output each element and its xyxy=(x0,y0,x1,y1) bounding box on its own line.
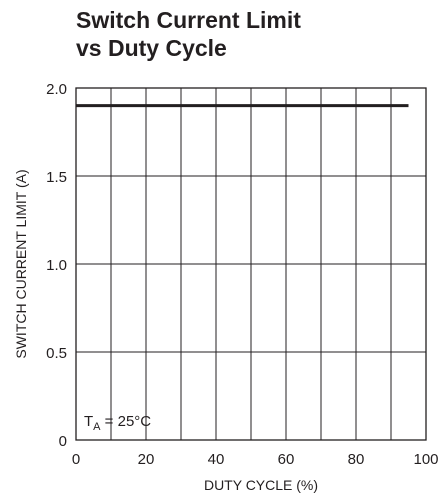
grid-lines xyxy=(76,88,426,440)
chart-title-line-1: Switch Current Limit xyxy=(76,7,301,33)
y-tick-label: 0 xyxy=(59,433,67,450)
annotation-symbol: T xyxy=(84,413,93,430)
x-tick-labels: 0 20 40 60 80 100 xyxy=(72,451,439,468)
chart-title-line-2: vs Duty Cycle xyxy=(76,35,227,61)
y-tick-label: 0.5 xyxy=(46,345,67,362)
x-tick-label: 60 xyxy=(278,451,295,468)
x-axis-label: DUTY CYCLE (%) xyxy=(204,477,318,493)
y-axis-label: SWITCH CURRENT LIMIT (A) xyxy=(13,169,29,358)
plot-frame xyxy=(75,87,427,441)
x-tick-label: 100 xyxy=(413,451,438,468)
x-tick-label: 0 xyxy=(72,451,80,468)
y-tick-label: 2.0 xyxy=(46,81,67,98)
x-tick-label: 80 xyxy=(348,451,365,468)
temperature-annotation: TA = 25°C xyxy=(84,413,151,433)
x-tick-label: 40 xyxy=(208,451,225,468)
y-tick-label: 1.5 xyxy=(46,169,67,186)
x-tick-label: 20 xyxy=(138,451,155,468)
y-tick-labels: 0 0.5 1.0 1.5 2.0 xyxy=(46,81,67,450)
chart-title: Switch Current Limit vs Duty Cycle xyxy=(76,6,301,62)
annotation-subscript: A xyxy=(93,421,101,433)
annotation-value: = 25°C xyxy=(101,413,152,430)
y-tick-label: 1.0 xyxy=(46,257,67,274)
